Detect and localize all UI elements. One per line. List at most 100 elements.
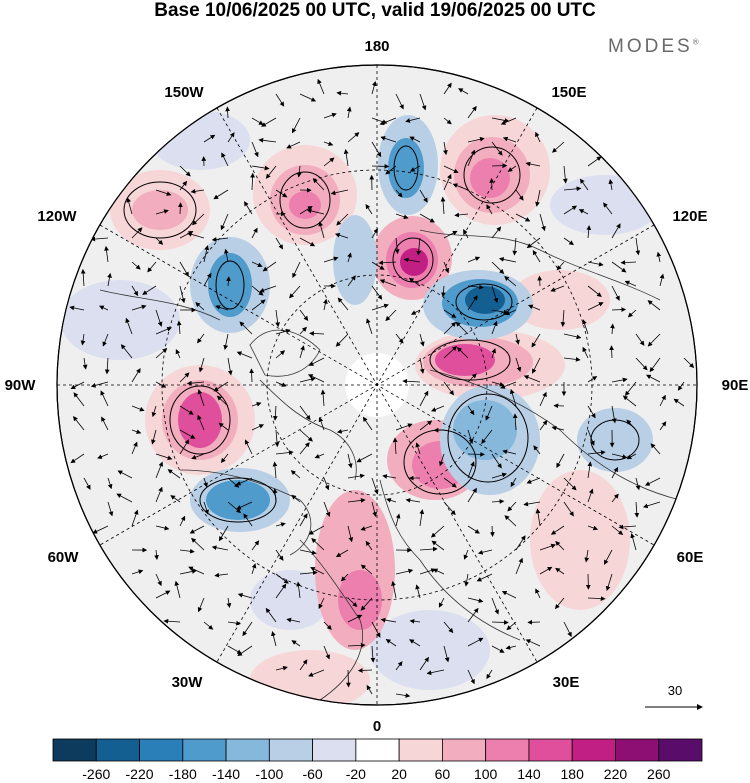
positive-anomaly-strong: [400, 248, 428, 276]
wind-vector: [395, 93, 404, 110]
colorbar-tick-label: 20: [391, 766, 407, 782]
wind-vector: [259, 285, 277, 293]
positive-anomaly: [510, 270, 610, 330]
colorbar-swatch: [398, 738, 443, 762]
lon-label-30e: 30E: [553, 674, 580, 691]
wind-vector: [551, 425, 565, 431]
wind-vector: [274, 429, 280, 448]
wind-vector: [467, 637, 484, 647]
wind-vector: [419, 93, 427, 111]
wind-vector: [213, 189, 229, 200]
positive-anomaly: [250, 650, 370, 705]
wind-vector: [307, 374, 325, 383]
wind-vector: [535, 588, 541, 599]
wind-vector: [215, 305, 229, 311]
wind-vector: [439, 453, 445, 467]
colorbar-swatch: [268, 738, 314, 762]
wind-vector: [323, 501, 331, 518]
wind-vector: [198, 357, 205, 373]
wind-vector: [489, 525, 495, 537]
wind-vector: [318, 597, 325, 610]
wind-vector: [533, 445, 541, 455]
wind-vector: [151, 405, 157, 418]
wind-vector: [275, 328, 291, 335]
colorbar-tick-label: -100: [255, 766, 283, 782]
wind-vector: [179, 405, 194, 415]
wind-vector: [539, 543, 556, 551]
modes-logo: MODES®: [608, 36, 699, 57]
wind-vector: [578, 209, 589, 215]
wind-vector: [455, 321, 469, 335]
wind-vector: [320, 389, 326, 407]
wind-vector: [237, 592, 253, 599]
wind-vector: [340, 573, 349, 582]
wind-vector: [125, 317, 133, 335]
wind-vector: [552, 141, 565, 153]
wind-vector: [539, 566, 553, 575]
wind-vector: [560, 309, 566, 327]
wind-vector: [537, 275, 543, 287]
wind-vector: [272, 488, 278, 503]
wind-vector: [467, 607, 479, 623]
wind-vector: [174, 580, 181, 599]
wind-vector: [515, 333, 520, 345]
wind-vector: [249, 368, 255, 383]
wind-vector: [405, 498, 421, 503]
colorbar-swatch: [615, 738, 660, 762]
wind-vector: [610, 323, 615, 335]
wind-vector: [611, 223, 621, 239]
wind-vector: [443, 230, 458, 239]
wind-vector: [563, 477, 577, 491]
wind-vector: [365, 540, 373, 551]
wind-vector: [186, 380, 205, 386]
wind-vector: [443, 309, 457, 318]
wind-vector: [635, 357, 648, 371]
wind-vector: [464, 573, 469, 587]
wind-vector: [555, 540, 565, 551]
wind-vector: [432, 568, 445, 575]
wind-vector: [395, 661, 403, 671]
wind-vector: [275, 549, 284, 561]
wind-vector: [410, 309, 421, 315]
wind-vector: [131, 304, 147, 311]
colorbar-swatch: [312, 738, 357, 762]
wind-vector: [491, 226, 502, 239]
wind-vector: [463, 549, 469, 560]
wind-vector: [335, 333, 349, 347]
negative-anomaly: [333, 215, 377, 305]
colorbar-tick-label: -180: [169, 766, 197, 782]
wind-vector: [371, 164, 390, 169]
wind-vector: [440, 196, 446, 215]
wind-vector: [335, 549, 349, 558]
wind-vector: [170, 495, 181, 503]
wind-vector: [177, 202, 183, 215]
wind-vector: [275, 93, 285, 107]
wind-vector: [646, 374, 661, 383]
wind-vector: [491, 499, 505, 504]
wind-vector: [286, 617, 301, 623]
wind-vector: [486, 669, 493, 680]
wind-vector: [394, 237, 400, 255]
wind-vector: [395, 189, 403, 198]
wind-vector: [101, 416, 109, 431]
wind-vector: [512, 413, 518, 431]
wind-vector: [443, 117, 452, 125]
wind-vector: [250, 172, 255, 191]
colorbar-swatch: [225, 738, 270, 762]
wind-vector: [221, 152, 229, 167]
wind-vector: [218, 525, 229, 542]
wind-vector: [318, 416, 325, 431]
wind-vector: [539, 391, 547, 407]
wind-vector: [237, 645, 253, 657]
wind-vector: [563, 621, 572, 638]
wind-vector: [251, 141, 259, 158]
wind-vector: [197, 414, 205, 431]
wind-vector: [649, 357, 661, 373]
wind-vector: [515, 557, 523, 575]
wind-vector: [443, 477, 457, 488]
colorbar-tick-label: -140: [212, 766, 240, 782]
wind-vector: [323, 141, 334, 146]
wind-vector: [336, 213, 349, 226]
wind-vector: [312, 178, 325, 191]
wind-vector: [371, 141, 382, 158]
